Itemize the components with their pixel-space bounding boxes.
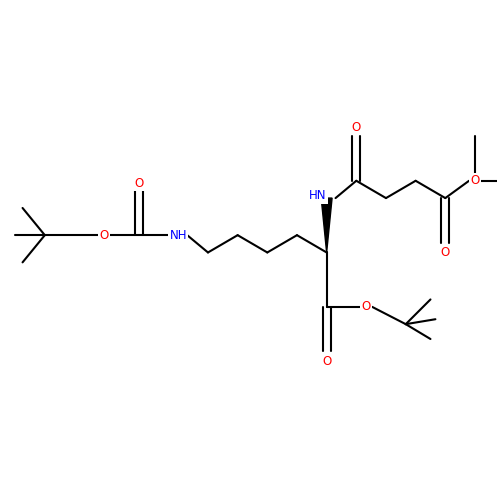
Text: HN: HN [309, 189, 326, 202]
Text: O: O [352, 121, 361, 134]
Polygon shape [321, 198, 332, 252]
Text: O: O [134, 176, 143, 190]
Text: NH: NH [170, 228, 187, 241]
Text: O: O [440, 246, 450, 259]
Text: O: O [100, 228, 109, 241]
Text: O: O [362, 300, 371, 314]
Text: O: O [470, 174, 480, 188]
Text: O: O [322, 355, 332, 368]
